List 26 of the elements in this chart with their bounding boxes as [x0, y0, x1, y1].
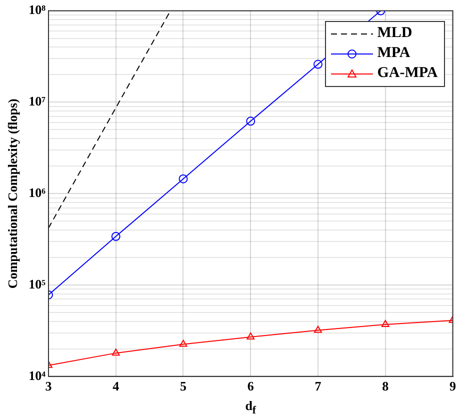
- legend-label: GA-MPA: [377, 65, 438, 82]
- x-tick-label: 3: [45, 378, 52, 394]
- y-tick-label: 10⁵: [28, 276, 46, 292]
- x-tick-label: 9: [450, 378, 456, 394]
- point: [178, 174, 188, 184]
- point: [111, 232, 120, 241]
- point: [112, 348, 120, 356]
- y-tick-label: 10⁴: [28, 368, 46, 383]
- x-tick-label: 8: [382, 378, 390, 394]
- y-tick-label: 10⁸: [28, 2, 46, 18]
- point: [314, 326, 322, 333]
- x-tick-label: 7: [314, 378, 322, 394]
- x-axis-title: d$_{f}$: [245, 398, 256, 417]
- point: [179, 340, 188, 347]
- point: [381, 320, 390, 327]
- x-tick-label: 4: [112, 378, 120, 394]
- y-tick-label: 10⁷: [28, 94, 46, 109]
- x-tick-label: 5: [180, 378, 187, 394]
- point: [246, 332, 255, 340]
- point: [314, 60, 322, 69]
- legend-label: MLD: [377, 25, 412, 42]
- y-axis-title: Computational Complexity (flops): [5, 98, 20, 289]
- point: [246, 116, 256, 126]
- legend-label: MPA: [377, 45, 410, 62]
- x-tick-label: 6: [247, 378, 254, 394]
- y-tick-label: 10⁶: [28, 184, 46, 200]
